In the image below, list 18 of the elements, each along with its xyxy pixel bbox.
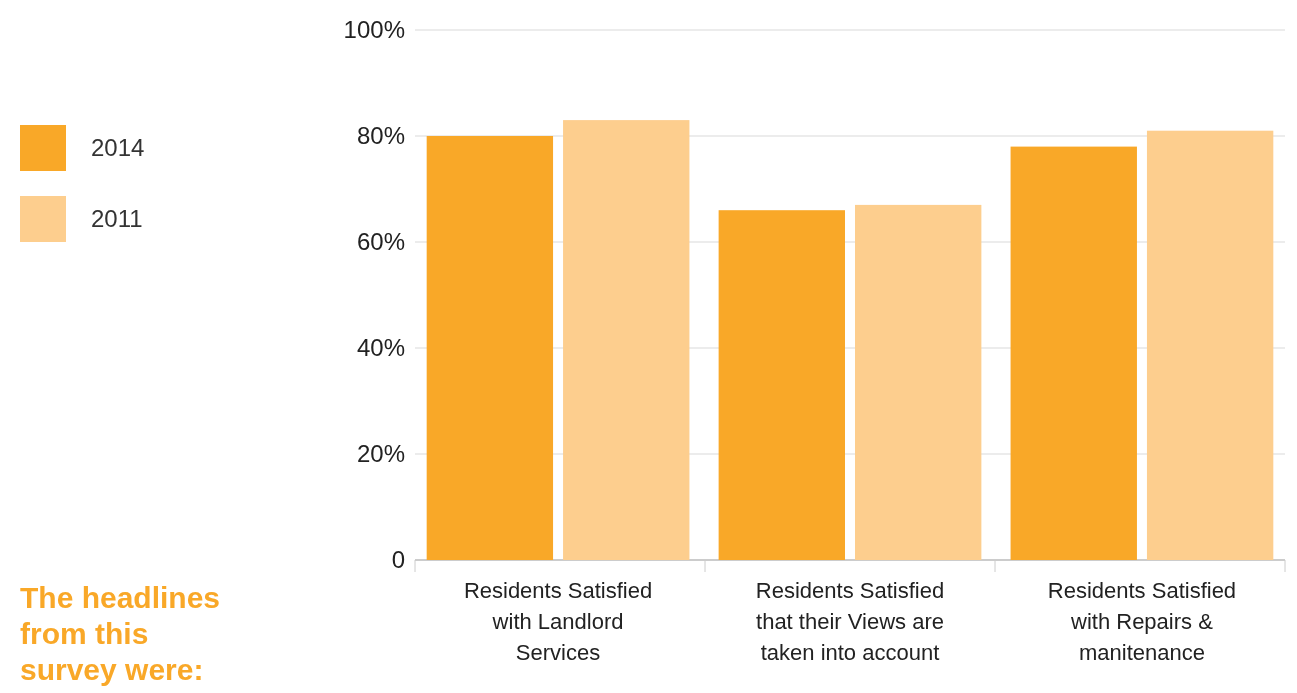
y-tick-label: 60% — [356, 228, 405, 256]
x-tick-label: Residents Satisfied with Repairs & manitenance — [1047, 578, 1237, 665]
bar — [563, 120, 690, 560]
bar — [426, 136, 554, 560]
bar — [1146, 130, 1274, 560]
bar — [718, 210, 845, 560]
x-tick-label: Residents Satisfied with Landlord Services — [463, 578, 653, 665]
text: The headlines from this survey were: — [20, 581, 221, 686]
y-tick-label: 40% — [356, 334, 405, 362]
legend-label: 2011 — [91, 205, 143, 233]
bar — [1010, 146, 1137, 560]
bar — [855, 204, 982, 560]
y-tick-label: 80% — [356, 122, 405, 150]
y-tick-label: 20% — [356, 440, 405, 468]
y-tick-label: 100% — [343, 16, 405, 44]
y-tick-label: 0 — [391, 546, 405, 574]
legend-label: 2014 — [91, 134, 145, 162]
x-tick-label: Residents Satisfied that their Views are taken into account — [755, 578, 945, 665]
